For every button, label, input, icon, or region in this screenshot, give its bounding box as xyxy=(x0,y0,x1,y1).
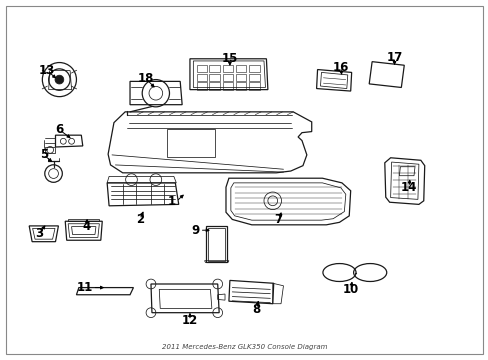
Text: 13: 13 xyxy=(39,64,55,77)
Text: 18: 18 xyxy=(138,72,154,85)
Text: 11: 11 xyxy=(76,281,92,294)
Text: 12: 12 xyxy=(182,314,198,327)
Text: 5: 5 xyxy=(40,148,48,161)
Text: 8: 8 xyxy=(252,303,260,316)
Text: 6: 6 xyxy=(55,123,63,136)
Text: 10: 10 xyxy=(342,283,358,296)
Text: 1: 1 xyxy=(168,195,176,208)
Text: 2011 Mercedes-Benz GLK350 Console Diagram: 2011 Mercedes-Benz GLK350 Console Diagra… xyxy=(162,345,326,350)
Text: 16: 16 xyxy=(332,60,348,73)
Text: 3: 3 xyxy=(35,227,43,240)
Text: 15: 15 xyxy=(221,51,238,64)
Text: 4: 4 xyxy=(82,220,90,233)
Text: 9: 9 xyxy=(191,224,199,237)
Text: 7: 7 xyxy=(274,213,282,226)
Text: 17: 17 xyxy=(386,51,402,64)
Circle shape xyxy=(55,75,63,84)
Text: 2: 2 xyxy=(136,213,143,226)
Text: 14: 14 xyxy=(400,181,416,194)
